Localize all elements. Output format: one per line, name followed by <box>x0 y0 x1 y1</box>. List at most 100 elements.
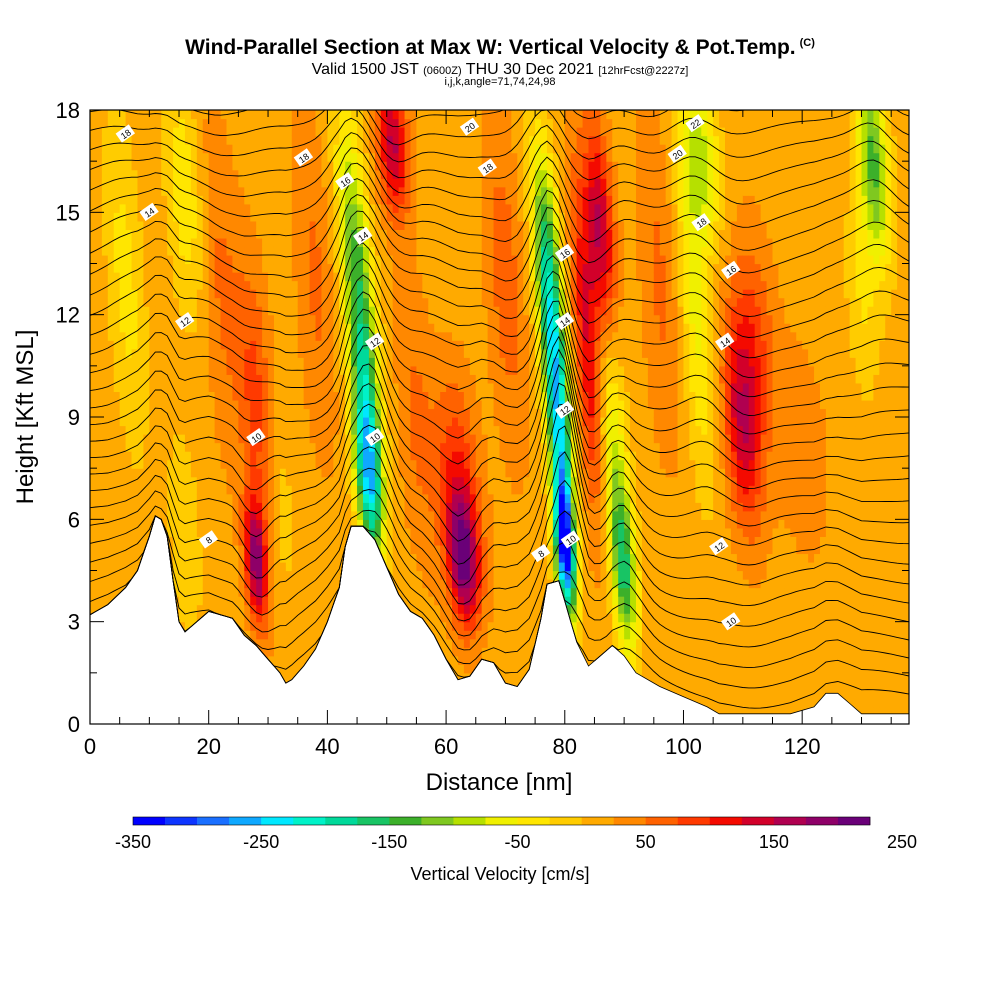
heatmap-cell <box>327 152 334 162</box>
heatmap-cell <box>475 399 483 410</box>
heatmap-cell <box>214 596 222 606</box>
heatmap-cell <box>113 613 121 623</box>
heatmap-cell <box>416 212 423 222</box>
heatmap-cell <box>475 178 483 188</box>
heatmap-cell <box>475 459 483 469</box>
heatmap-cell <box>107 613 115 623</box>
heatmap-cell <box>291 144 299 154</box>
heatmap-cell <box>345 382 352 393</box>
heatmap-cell <box>125 451 133 461</box>
heatmap-cell <box>161 348 168 358</box>
heatmap-cell <box>457 408 465 418</box>
heatmap-cell <box>434 664 441 674</box>
heatmap-cell <box>125 135 133 145</box>
heatmap-cell <box>202 357 210 367</box>
heatmap-cell <box>303 127 311 137</box>
heatmap-cell <box>303 689 311 700</box>
heatmap-cell <box>303 323 311 333</box>
heatmap-cell <box>95 476 103 486</box>
heatmap-cell <box>244 186 251 196</box>
heatmap-cell <box>481 596 489 606</box>
heatmap-cell <box>452 365 459 375</box>
heatmap-cell <box>285 340 293 350</box>
heatmap-cell <box>214 587 222 597</box>
heatmap-cell <box>434 220 441 230</box>
heatmap-cell <box>214 715 222 724</box>
heatmap-cell <box>434 399 441 410</box>
heatmap-cell <box>303 493 311 503</box>
heatmap-cell <box>101 127 109 137</box>
heatmap-cell <box>149 306 156 316</box>
heatmap-cell <box>184 681 192 691</box>
heatmap-cell <box>190 647 198 657</box>
heatmap-cell <box>475 340 483 350</box>
heatmap-cell <box>463 527 471 537</box>
heatmap-cell <box>345 314 352 324</box>
heatmap-cell <box>321 254 328 265</box>
heatmap-cell <box>291 212 299 222</box>
heatmap-cell <box>374 417 382 427</box>
heatmap-cell <box>268 442 275 452</box>
heatmap-cell <box>345 451 352 461</box>
heatmap-cell <box>487 527 495 537</box>
heatmap-cell <box>184 263 192 273</box>
heatmap-cell <box>345 178 352 188</box>
heatmap-cell <box>291 289 299 299</box>
heatmap-cell <box>101 604 109 614</box>
heatmap-cell <box>452 391 459 401</box>
heatmap-cell <box>149 570 156 580</box>
heatmap-cell <box>493 280 501 290</box>
heatmap-cell <box>268 399 275 410</box>
heatmap-cell <box>173 254 180 265</box>
heatmap-cell <box>95 118 103 128</box>
heatmap-cell <box>416 596 423 606</box>
heatmap-cell <box>131 519 139 529</box>
heatmap-cell <box>155 570 162 580</box>
heatmap-cell <box>208 237 216 248</box>
heatmap-cell <box>190 280 198 290</box>
heatmap-cell <box>149 374 156 384</box>
heatmap-cell <box>101 186 109 196</box>
heatmap-cell <box>125 195 133 205</box>
heatmap-cell <box>256 536 263 546</box>
heatmap-cell <box>101 596 109 606</box>
heatmap-cell <box>392 314 400 324</box>
heatmap-cell <box>374 203 382 213</box>
heatmap-cell <box>398 664 406 674</box>
heatmap-cell <box>410 621 418 631</box>
heatmap-cell <box>119 476 127 486</box>
heatmap-cell <box>137 237 145 248</box>
heatmap-cell <box>422 306 429 316</box>
heatmap-cell <box>161 613 168 623</box>
heatmap-cell <box>273 604 281 614</box>
heatmap-cell <box>101 408 109 418</box>
heatmap-cell <box>303 246 311 256</box>
heatmap-cell <box>345 510 352 520</box>
heatmap-cell <box>374 297 382 307</box>
heatmap-cell <box>339 289 346 299</box>
heatmap-cell <box>161 579 168 589</box>
heatmap-cell <box>428 382 435 393</box>
heatmap-cell <box>327 681 334 691</box>
heatmap-cell <box>184 272 192 282</box>
heatmap-cell <box>131 408 139 418</box>
heatmap-cell <box>422 391 429 401</box>
heatmap-cell <box>113 579 121 589</box>
heatmap-cell <box>285 399 293 410</box>
heatmap-cell <box>273 357 281 367</box>
heatmap-cell <box>410 451 418 461</box>
heatmap-cell <box>315 536 323 546</box>
heatmap-cell <box>416 382 423 393</box>
heatmap-cell <box>232 587 239 597</box>
heatmap-cell <box>368 476 376 486</box>
heatmap-cell <box>119 417 127 427</box>
heatmap-cell <box>434 476 441 486</box>
heatmap-cell <box>386 263 394 273</box>
heatmap-cell <box>143 314 150 324</box>
heatmap-cell <box>410 297 418 307</box>
heatmap-cell <box>273 212 281 222</box>
heatmap-cell <box>208 604 216 614</box>
heatmap-cell <box>327 118 334 128</box>
heatmap-cell <box>161 502 168 512</box>
heatmap-cell <box>457 280 465 290</box>
